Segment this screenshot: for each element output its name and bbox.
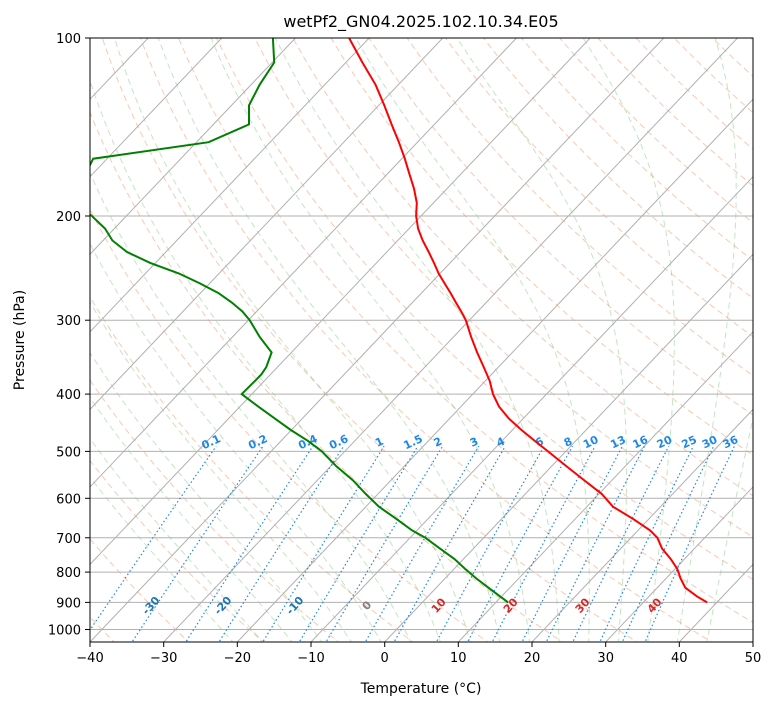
mixing-ratio-line bbox=[393, 445, 506, 642]
y-tick-label: 500 bbox=[56, 445, 81, 460]
y-tick-label: 300 bbox=[56, 314, 81, 329]
x-tick-label: 30 bbox=[597, 651, 614, 666]
mixing-ratio-label: 30 bbox=[700, 433, 720, 451]
x-tick-label: 40 bbox=[671, 651, 688, 666]
y-tick-label: 200 bbox=[56, 210, 81, 225]
mixing-ratio-line bbox=[131, 445, 264, 642]
mixing-ratio-label: 13 bbox=[608, 433, 627, 451]
x-tick-label: 10 bbox=[450, 651, 467, 666]
mixing-ratio-line bbox=[491, 445, 596, 642]
isotherm-line bbox=[90, 38, 223, 178]
isotherm-line bbox=[162, 38, 739, 642]
y-tick-label: 600 bbox=[56, 492, 81, 507]
dry-adiabat-line bbox=[483, 38, 753, 299]
mixing-ratio-lines bbox=[90, 445, 735, 642]
x-tick-label: −40 bbox=[76, 651, 103, 666]
chart-title: wetPf2_GN04.2025.102.10.34.E05 bbox=[283, 12, 558, 32]
isotherm-line bbox=[310, 175, 753, 642]
y-tick-label: 100 bbox=[56, 32, 81, 47]
x-tick-label: −20 bbox=[224, 651, 251, 666]
mixing-ratio-line bbox=[466, 445, 574, 642]
mixing-ratio-label: 16 bbox=[631, 433, 651, 451]
mixing-ratio-line bbox=[218, 445, 345, 642]
isotherm-line bbox=[236, 98, 753, 642]
mixing-ratio-line bbox=[298, 445, 419, 642]
mixing-ratio-line bbox=[599, 445, 694, 642]
isotherm-line bbox=[604, 486, 753, 642]
mixing-ratio-label: 10 bbox=[581, 433, 601, 451]
mixing-ratio-label: 20 bbox=[655, 433, 675, 451]
x-axis-ticks: −40 −30 −20 −10 0 10 20 30 40 50 bbox=[76, 642, 761, 666]
isotherm-line bbox=[90, 38, 370, 333]
dry-adiabat-line bbox=[139, 38, 713, 642]
plot-frame bbox=[89, 37, 754, 643]
x-tick-label: −30 bbox=[150, 651, 177, 666]
y-tick-label: 700 bbox=[56, 532, 81, 547]
temperature-profile-line bbox=[348, 38, 708, 604]
isotherm-line bbox=[90, 38, 444, 411]
moist-adiabat-line bbox=[90, 476, 234, 642]
mixing-ratio-line bbox=[364, 445, 480, 642]
y-axis-label: Pressure (hPa) bbox=[12, 290, 28, 390]
mixing-ratio-line bbox=[621, 445, 715, 642]
isotherm-line bbox=[457, 331, 753, 642]
isotherm-line bbox=[90, 38, 665, 642]
dry-adiabat-line bbox=[90, 296, 414, 642]
y-tick-label: 400 bbox=[56, 388, 81, 403]
skewed-isotherms bbox=[90, 38, 753, 642]
isotherm-line bbox=[531, 408, 753, 642]
x-axis-label: Temperature (°C) bbox=[360, 681, 482, 697]
mixing-ratio-line bbox=[572, 445, 670, 642]
dewpoint-profile-line bbox=[90, 38, 509, 604]
x-tick-label: −10 bbox=[297, 651, 324, 666]
isotherm-line bbox=[90, 38, 591, 566]
y-tick-label: 1000 bbox=[48, 624, 81, 639]
isobar-gridlines bbox=[90, 38, 753, 630]
mixing-ratio-label: 25 bbox=[680, 433, 699, 451]
x-tick-label: 50 bbox=[745, 651, 762, 666]
dry-adiabat-line bbox=[292, 38, 753, 497]
dry-adiabat-line bbox=[254, 38, 753, 538]
isotherm-line bbox=[90, 38, 518, 488]
mixing-ratio-line bbox=[325, 445, 444, 642]
dry-adiabat-line bbox=[101, 38, 638, 642]
isotherm-line bbox=[383, 253, 753, 642]
x-tick-label: 0 bbox=[381, 651, 389, 666]
moist-adiabat-line bbox=[90, 242, 382, 642]
mixing-ratio-line bbox=[185, 445, 314, 642]
mixing-ratio-label: 36 bbox=[721, 433, 741, 451]
isotherm-line bbox=[90, 38, 297, 256]
mixing-ratio-line bbox=[262, 445, 385, 642]
mixing-ratio-line bbox=[90, 445, 217, 632]
y-tick-label: 900 bbox=[56, 596, 81, 611]
x-tick-label: 20 bbox=[524, 651, 541, 666]
dry-adiabat-line bbox=[216, 38, 753, 580]
y-tick-label: 800 bbox=[56, 566, 81, 581]
y-axis-ticks: 100 200 300 400 500 600 700 800 900 1000 bbox=[48, 32, 90, 639]
